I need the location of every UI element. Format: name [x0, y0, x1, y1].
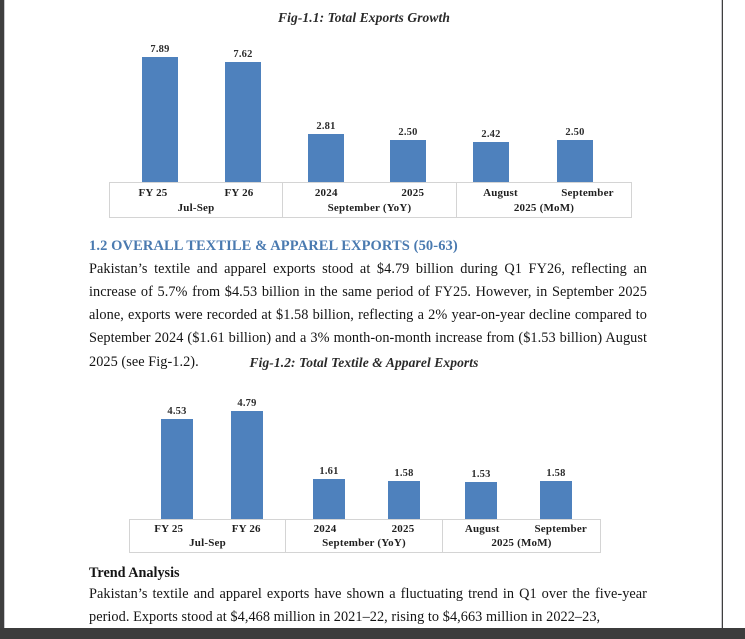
- category-label: FY 26: [231, 522, 261, 535]
- bar: [540, 481, 572, 519]
- category-group-3: August September 2025 (MoM): [443, 520, 601, 552]
- category-group-2: 2024 2025 September (YoY): [283, 183, 457, 217]
- bar-value-label: 2.50: [398, 126, 418, 138]
- bar-group: 2.81: [308, 120, 344, 182]
- section-heading-1-2: 1.2 OVERALL TEXTILE & APPAREL EXPORTS (5…: [89, 238, 458, 254]
- category-label: August: [464, 522, 500, 535]
- bar-value-label: 2.50: [565, 126, 585, 138]
- bar-value-label: 4.79: [237, 397, 257, 409]
- bar-value-label: 1.58: [546, 467, 566, 479]
- trend-analysis-paragraph: Pakistan’s textile and apparel exports h…: [89, 586, 647, 626]
- category-group-1: FY 25 FY 26 Jul-Sep: [109, 183, 283, 217]
- bar-group: 4.79: [231, 397, 263, 519]
- bar-group: 2.50: [557, 126, 593, 182]
- bar-group: 7.89: [142, 43, 178, 182]
- category-group-label: September (YoY): [327, 202, 412, 214]
- document-page: Fig-1.1: Total Exports Growth 7.89 7.62 2.…: [4, 0, 722, 628]
- figure-1-1-caption: Fig-1.1: Total Exports Growth: [278, 10, 450, 25]
- bar: [388, 481, 420, 519]
- bar-group: 1.58: [540, 467, 572, 519]
- bar: [225, 62, 261, 182]
- bar: [308, 134, 344, 182]
- category-group-3: August September 2025 (MoM): [457, 183, 632, 217]
- bar: [161, 419, 193, 519]
- bar: [390, 140, 426, 182]
- bar: [557, 140, 593, 182]
- bar-value-label: 1.61: [319, 465, 339, 477]
- bar: [313, 479, 345, 519]
- bar: [473, 142, 509, 182]
- category-label: September: [534, 522, 587, 535]
- category-label: FY 25: [154, 522, 184, 535]
- bar-value-label: 7.62: [233, 48, 253, 60]
- chart-2-category-axis: FY 25 FY 26 Jul-Sep 2024 2025 September (YoY)…: [129, 519, 601, 553]
- category-label: 2024: [313, 522, 337, 535]
- bar-group: 1.58: [388, 467, 420, 519]
- bar: [231, 411, 263, 519]
- bar-value-label: 1.58: [394, 467, 414, 479]
- bar: [465, 482, 497, 519]
- category-group-label: September (YoY): [322, 537, 406, 549]
- chart-1-category-axis: FY 25 FY 26 Jul-Sep 2024 2025 September (YoY)…: [109, 182, 632, 218]
- category-label: 2025: [401, 186, 425, 199]
- category-label: August: [483, 186, 518, 199]
- chart-total-textile-apparel-exports: 4.53 4.79 1.61 1.58 1.53 1.58: [137, 392, 592, 519]
- category-label: September: [561, 186, 614, 199]
- category-group-1: FY 25 FY 26 Jul-Sep: [129, 520, 286, 552]
- trend-analysis-heading: Trend Analysis: [89, 565, 180, 581]
- bar-group: 2.42: [473, 128, 509, 182]
- category-label: 2024: [314, 186, 338, 199]
- category-label: FY 25: [138, 186, 168, 199]
- bar-value-label: 2.42: [481, 128, 501, 140]
- category-group-label: Jul-Sep: [189, 537, 226, 549]
- section-1-2-paragraph: Pakistan’s textile and apparel exports s…: [89, 261, 647, 370]
- chart-total-exports-growth: 7.89 7.62 2.81 2.50 2.42 2.50: [109, 40, 632, 182]
- category-group-label: 2025 (MoM): [491, 537, 552, 549]
- category-group-label: Jul-Sep: [177, 202, 215, 214]
- page-right-gutter: [723, 0, 745, 639]
- bar-group: 1.53: [465, 468, 497, 519]
- bar-value-label: 2.81: [316, 120, 336, 132]
- figure-1-2-caption: Fig-1.2: Total Textile & Apparel Exports: [249, 355, 479, 370]
- category-label: 2025: [391, 522, 415, 535]
- bar-value-label: 1.53: [471, 468, 491, 480]
- category-group-label: 2025 (MoM): [513, 202, 575, 214]
- category-label: FY 26: [224, 186, 254, 199]
- bar-group: 7.62: [225, 48, 261, 182]
- bar-value-label: 7.89: [150, 43, 170, 55]
- bar-group: 2.50: [390, 126, 426, 182]
- category-group-2: 2024 2025 September (YoY): [286, 520, 443, 552]
- viewer-bottom-strip: [0, 628, 745, 639]
- bar-group: 4.53: [161, 405, 193, 519]
- bar: [142, 57, 178, 182]
- bar-value-label: 4.53: [167, 405, 187, 417]
- bar-group: 1.61: [313, 465, 345, 519]
